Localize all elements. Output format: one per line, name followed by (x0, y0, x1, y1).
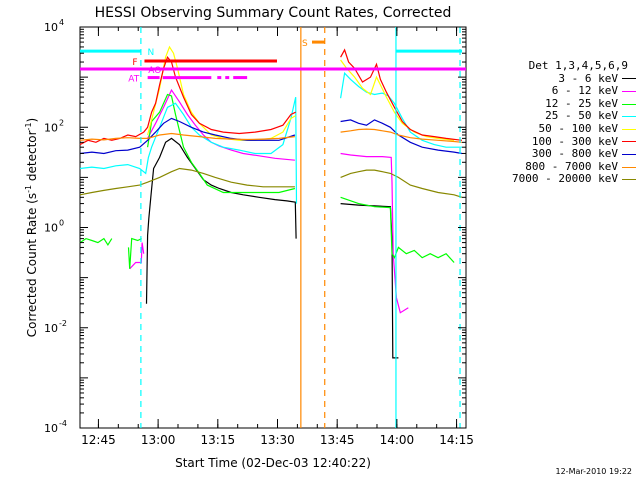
x-tick-label-3: 13:30 (260, 433, 295, 447)
state-bar-label-4: S (302, 39, 308, 49)
y-tick-exp-3: 2 (59, 118, 64, 127)
x-tick-label-4: 13:45 (320, 433, 355, 447)
x-tick-label-5: 14:00 (380, 433, 415, 447)
generated-timestamp: 12-Mar-2010 19:22 (555, 467, 633, 476)
legend-label: 100 - 300 keV (531, 134, 618, 148)
legend-item-6: 300 - 800 keV (492, 148, 638, 161)
chart-title: HESSI Observing Summary Count Rates, Cor… (95, 5, 452, 21)
legend-item-4: 50 - 100 keV (492, 121, 638, 136)
legend-swatch (622, 166, 636, 168)
legend-label: 50 - 100 keV (538, 121, 618, 135)
y-axis-label-part-2: detector (25, 130, 39, 185)
series-line-1 (129, 88, 409, 314)
state-bar-label-1: F (132, 58, 137, 68)
x-tick-label-0: 12:45 (81, 433, 116, 447)
x-axis-label: Start Time (02-Dec-03 12:40:22) (175, 456, 371, 470)
legend-label: 12 - 25 keV (545, 96, 618, 110)
series-line-5 (79, 48, 463, 146)
legend-swatch (622, 153, 636, 155)
x-tick-label-2: 13:15 (201, 433, 236, 447)
legend-swatch (622, 128, 636, 130)
legend-item-3: 25 - 50 keV (492, 110, 638, 123)
legend-swatch (622, 90, 636, 92)
legend-item-8: 7000 - 20000 keV (492, 173, 638, 186)
state-bar-label-3: AT (128, 75, 139, 85)
series-line-6 (79, 117, 463, 155)
state-bar-label-0: N (147, 48, 154, 58)
legend-item-2: 12 - 25 keV (492, 96, 638, 111)
state-bar-label-2: AO (148, 66, 161, 76)
legend-item-1: 6 - 12 keV (492, 85, 638, 98)
y-axis-label: Corrected Count Rate (s-1 detector-1) (24, 118, 39, 337)
legend-label: 25 - 50 keV (545, 109, 618, 123)
y-tick-exp-2: 0 (59, 219, 64, 228)
series-line-2 (79, 93, 455, 269)
legend-item-5: 100 - 300 keV (492, 134, 638, 149)
legend-swatch (622, 179, 636, 181)
plot-frame (79, 26, 467, 429)
legend-swatch (622, 116, 636, 118)
legend-label: 7000 - 20000 keV (512, 172, 618, 186)
y-tick-label-0: 10 (44, 422, 58, 435)
legend-item-0: 3 - 6 keV (492, 71, 638, 86)
y-axis-label-part-3: -1 (24, 122, 33, 130)
y-tick-exp-4: 4 (59, 18, 64, 27)
y-tick-exp-0: -4 (59, 419, 67, 428)
legend-label: 300 - 800 keV (531, 147, 618, 161)
y-tick-label-3: 10 (44, 121, 58, 134)
legend-swatch (622, 103, 636, 105)
series-line-8 (79, 167, 463, 198)
legend-label: 6 - 12 keV (551, 84, 618, 98)
legend-swatch (622, 78, 636, 80)
y-axis-label-part-4: ) (25, 118, 39, 123)
x-tick-label-1: 13:00 (141, 433, 176, 447)
legend-label: 3 - 6 keV (558, 71, 618, 85)
x-tick-label-6: 14:15 (439, 433, 474, 447)
y-tick-label-4: 10 (44, 21, 58, 34)
legend-swatch (622, 141, 636, 143)
legend-title: Det 1,3,4,5,6,9 (528, 59, 628, 72)
y-tick-exp-1: -2 (59, 319, 67, 328)
chart-legend: Det 1,3,4,5,6,9 3 - 6 keV 6 - 12 keV 12 - … (492, 59, 638, 186)
series-line-7 (79, 128, 463, 143)
y-tick-label-2: 10 (44, 222, 58, 235)
legend-item-7: 800 - 7000 keV (492, 159, 638, 174)
y-axis-label-part-0: Corrected Count Rate (s (25, 193, 39, 337)
legend-label: 800 - 7000 keV (525, 159, 618, 173)
y-tick-label-1: 10 (44, 322, 58, 335)
y-axis-label-part-1: -1 (24, 185, 33, 193)
